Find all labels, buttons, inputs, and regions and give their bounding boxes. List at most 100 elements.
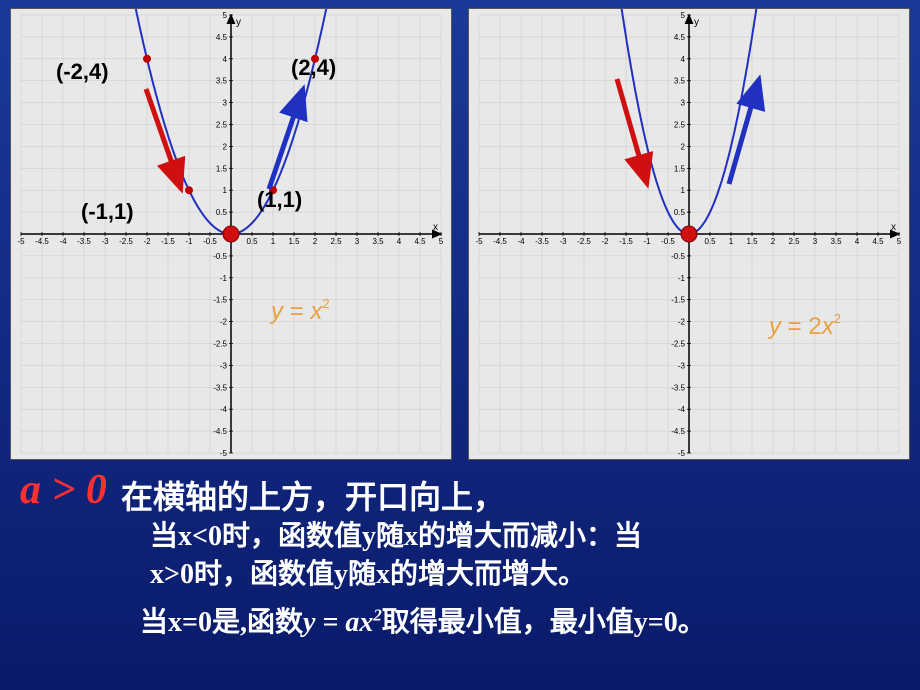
svg-text:-2: -2: [220, 318, 228, 327]
svg-text:-4.5: -4.5: [213, 427, 227, 436]
svg-text:1: 1: [223, 186, 228, 195]
svg-text:-1: -1: [220, 274, 228, 283]
svg-text:(-1,1): (-1,1): [81, 199, 134, 224]
svg-text:3.5: 3.5: [830, 237, 842, 246]
svg-text:-3: -3: [101, 237, 109, 246]
chart-svg: x y -5 -4.5 -4 -3.5 -3 -2.5 -2 -1.5 -1 -0.5 0.5 1 1.5 2…: [469, 9, 909, 459]
svg-text:2.5: 2.5: [674, 121, 686, 130]
svg-text:-3: -3: [559, 237, 567, 246]
svg-text:0.5: 0.5: [674, 208, 686, 217]
svg-text:4: 4: [855, 237, 860, 246]
svg-text:-1.5: -1.5: [161, 237, 175, 246]
svg-text:5: 5: [223, 11, 228, 20]
svg-text:2.5: 2.5: [330, 237, 342, 246]
svg-text:3.5: 3.5: [674, 77, 686, 86]
svg-text:-2.5: -2.5: [213, 340, 227, 349]
svg-text:5: 5: [681, 11, 686, 20]
svg-text:x: x: [891, 222, 896, 233]
svg-text:2: 2: [223, 142, 228, 151]
inline-formula-yax2: y = ax2: [303, 607, 382, 638]
svg-text:-4: -4: [678, 405, 686, 414]
line3-text: 当x=0是,函数y = ax2取得最小值，最小值y=0。: [140, 600, 900, 640]
svg-text:-1.5: -1.5: [619, 237, 633, 246]
svg-text:1: 1: [729, 237, 734, 246]
svg-text:2.5: 2.5: [216, 121, 228, 130]
line3-pre: 当x=0是,函数: [140, 607, 303, 638]
charts-row: x y -5 -4.5 -4 -3.5 -3 -2.5 -2 -1.5 -1 -0.5 0.5 1 1.5 2…: [0, 0, 920, 460]
line1-text: 在横轴的上方，开口向上，: [121, 472, 505, 518]
chart-formula: y = x2: [269, 296, 330, 325]
svg-text:-4: -4: [517, 237, 525, 246]
svg-text:-2.5: -2.5: [119, 237, 133, 246]
svg-text:-2.5: -2.5: [671, 340, 685, 349]
svg-text:y: y: [694, 17, 699, 28]
svg-text:-1: -1: [643, 237, 651, 246]
line3-post: 取得最小值，最小值y=0。: [382, 607, 706, 638]
svg-text:1.5: 1.5: [746, 237, 758, 246]
svg-text:4: 4: [223, 55, 228, 64]
svg-text:2: 2: [313, 237, 318, 246]
chart-right-panel: x y -5 -4.5 -4 -3.5 -3 -2.5 -2 -1.5 -1 -0.5 0.5 1 1.5 2…: [468, 8, 910, 460]
svg-text:-3.5: -3.5: [213, 383, 227, 392]
svg-text:4: 4: [397, 237, 402, 246]
svg-text:-5: -5: [220, 449, 228, 458]
svg-text:(-2,4): (-2,4): [56, 59, 109, 84]
svg-text:-4.5: -4.5: [671, 427, 685, 436]
svg-text:4: 4: [681, 55, 686, 64]
svg-text:1.5: 1.5: [216, 164, 228, 173]
svg-text:2.5: 2.5: [788, 237, 800, 246]
svg-text:-2: -2: [143, 237, 151, 246]
svg-text:(2,4): (2,4): [291, 55, 336, 80]
chart-formula: y = 2x2: [767, 311, 841, 340]
line2-text: 当x<0时，函数值y随x的增大而减小：当 x>0时，函数值y随x的增大而增大。: [150, 518, 900, 594]
svg-text:0.5: 0.5: [704, 237, 716, 246]
svg-text:y: y: [236, 17, 241, 28]
svg-text:4.5: 4.5: [872, 237, 884, 246]
svg-text:-2: -2: [601, 237, 609, 246]
svg-text:3.5: 3.5: [372, 237, 384, 246]
line2a: 当x<0时，函数值y随x的增大而减小：当: [150, 521, 642, 552]
svg-text:x: x: [433, 222, 438, 233]
svg-text:-0.5: -0.5: [213, 252, 227, 261]
svg-text:-3: -3: [220, 361, 228, 370]
svg-text:-3.5: -3.5: [535, 237, 549, 246]
svg-text:-2: -2: [678, 318, 686, 327]
svg-text:4.5: 4.5: [414, 237, 426, 246]
svg-text:-4.5: -4.5: [35, 237, 49, 246]
svg-text:1: 1: [681, 186, 686, 195]
svg-text:-0.5: -0.5: [203, 237, 217, 246]
svg-text:-1: -1: [185, 237, 193, 246]
svg-text:-4: -4: [59, 237, 67, 246]
svg-text:-4.5: -4.5: [493, 237, 507, 246]
svg-text:3.5: 3.5: [216, 77, 228, 86]
svg-text:0.5: 0.5: [216, 208, 228, 217]
svg-text:-1.5: -1.5: [671, 296, 685, 305]
svg-text:4.5: 4.5: [216, 33, 228, 42]
svg-text:-0.5: -0.5: [671, 252, 685, 261]
svg-text:3: 3: [813, 237, 818, 246]
svg-text:-1: -1: [678, 274, 686, 283]
svg-text:5: 5: [897, 237, 902, 246]
svg-text:-1.5: -1.5: [213, 296, 227, 305]
svg-text:1.5: 1.5: [288, 237, 300, 246]
svg-text:3: 3: [681, 99, 686, 108]
svg-text:0.5: 0.5: [246, 237, 258, 246]
svg-text:-3: -3: [678, 361, 686, 370]
chart-left-panel: x y -5 -4.5 -4 -3.5 -3 -2.5 -2 -1.5 -1 -0.5 0.5 1 1.5 2…: [10, 8, 452, 460]
explanation-block: a > 0 在横轴的上方，开口向上， 当x<0时，函数值y随x的增大而减小：当 …: [0, 460, 920, 640]
svg-text:5: 5: [439, 237, 444, 246]
svg-text:-2.5: -2.5: [577, 237, 591, 246]
svg-text:-0.5: -0.5: [661, 237, 675, 246]
svg-text:2: 2: [771, 237, 776, 246]
svg-text:-5: -5: [678, 449, 686, 458]
svg-text:3: 3: [355, 237, 360, 246]
svg-text:-5: -5: [475, 237, 483, 246]
svg-text:2: 2: [681, 142, 686, 151]
svg-text:3: 3: [223, 99, 228, 108]
svg-text:(1,1): (1,1): [257, 187, 302, 212]
line2b: x>0时，函数值y随x的增大而增大。: [150, 559, 586, 590]
condition-a-gt-0: a > 0: [20, 466, 107, 514]
svg-text:-4: -4: [220, 405, 228, 414]
svg-text:1.5: 1.5: [674, 164, 686, 173]
svg-text:-3.5: -3.5: [671, 383, 685, 392]
